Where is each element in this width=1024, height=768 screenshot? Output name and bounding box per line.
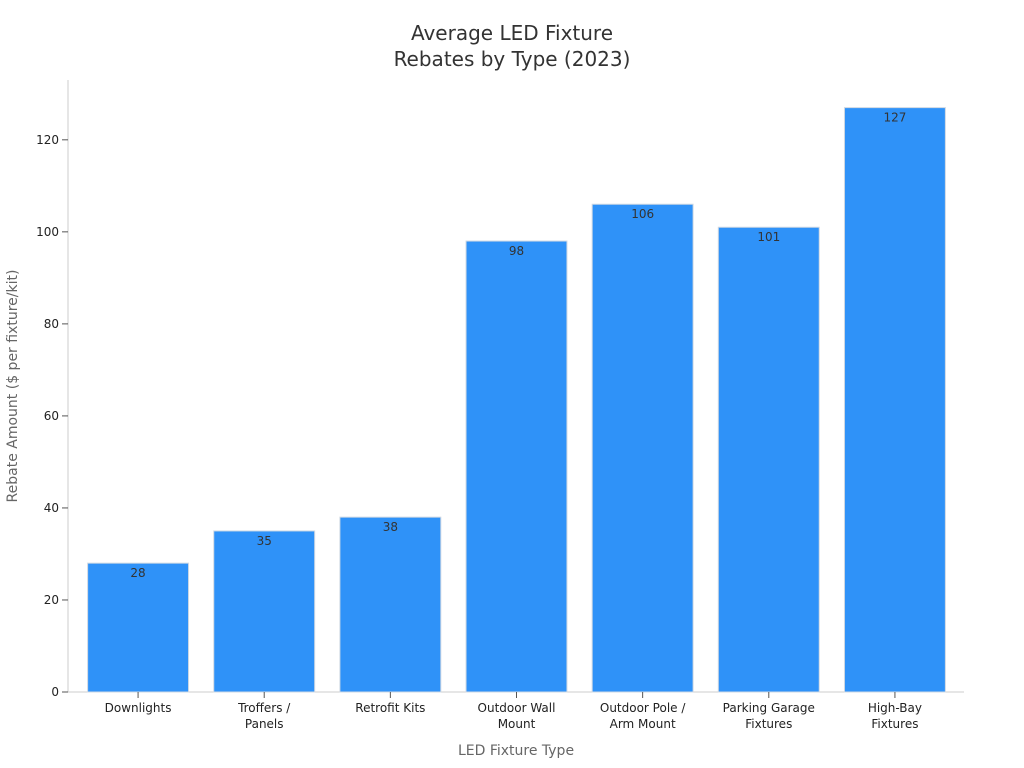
bar bbox=[465, 240, 568, 693]
x-axis-ticks: Downlights Troffers / Panels Retrofit Kits O… bbox=[105, 692, 922, 731]
y-tick-label: 100 bbox=[36, 225, 59, 239]
bars bbox=[87, 107, 946, 693]
bar bbox=[591, 203, 694, 693]
y-axis-label: Rebate Amount ($ per fixture/kit) bbox=[5, 270, 21, 503]
x-tick-label-line: Downlights bbox=[105, 701, 172, 715]
x-tick-label: Outdoor Wall Mount bbox=[478, 701, 556, 731]
x-tick-label: Downlights bbox=[105, 701, 172, 715]
chart-title-line-1: Average LED Fixture bbox=[411, 21, 613, 45]
chart-title-line-2: Rebates by Type (2023) bbox=[394, 47, 631, 71]
data-label: 35 bbox=[257, 534, 272, 548]
data-label: 98 bbox=[509, 244, 524, 258]
chart-title: Average LED Fixture Rebates by Type (202… bbox=[394, 21, 631, 71]
x-tick-label: Retrofit Kits bbox=[355, 701, 425, 715]
x-tick-label-line: High-Bay bbox=[868, 701, 922, 715]
x-tick-label-line: Fixtures bbox=[745, 717, 792, 731]
x-tick-label-line: Troffers / bbox=[237, 701, 291, 715]
x-tick-label-line: Retrofit Kits bbox=[355, 701, 425, 715]
x-tick-label-line: Outdoor Wall bbox=[478, 701, 556, 715]
data-label: 28 bbox=[130, 566, 145, 580]
x-tick-label: Outdoor Pole / Arm Mount bbox=[600, 701, 686, 731]
y-axis-ticks: 0 20 40 60 80 100 120 bbox=[36, 133, 68, 699]
data-labels: 28 35 38 98 106 101 127 bbox=[130, 111, 906, 581]
x-tick-label-line: Panels bbox=[245, 717, 284, 731]
y-tick-label: 120 bbox=[36, 133, 59, 147]
x-tick-label: High-Bay Fixtures bbox=[868, 701, 922, 731]
bar bbox=[87, 562, 190, 693]
y-tick-label: 20 bbox=[44, 593, 59, 607]
x-tick-label: Troffers / Panels bbox=[237, 701, 291, 731]
bar bbox=[213, 530, 316, 693]
x-tick-label-line: Outdoor Pole / bbox=[600, 701, 686, 715]
y-tick-label: 80 bbox=[44, 317, 59, 331]
data-label: 101 bbox=[757, 230, 780, 244]
y-tick-label: 40 bbox=[44, 501, 59, 515]
x-tick-label-line: Parking Garage bbox=[723, 701, 815, 715]
x-tick-label-line: Arm Mount bbox=[610, 717, 676, 731]
bar bbox=[339, 516, 442, 693]
x-tick-label-line: Fixtures bbox=[871, 717, 918, 731]
data-label: 106 bbox=[631, 207, 654, 221]
x-axis-label: LED Fixture Type bbox=[458, 743, 574, 759]
y-tick-label: 60 bbox=[44, 409, 59, 423]
bar bbox=[717, 226, 820, 693]
bar bbox=[843, 107, 946, 693]
y-tick-label: 0 bbox=[51, 685, 59, 699]
data-label: 38 bbox=[383, 520, 398, 534]
x-tick-label: Parking Garage Fixtures bbox=[723, 701, 815, 731]
x-tick-label-line: Mount bbox=[498, 717, 536, 731]
data-label: 127 bbox=[883, 111, 906, 125]
